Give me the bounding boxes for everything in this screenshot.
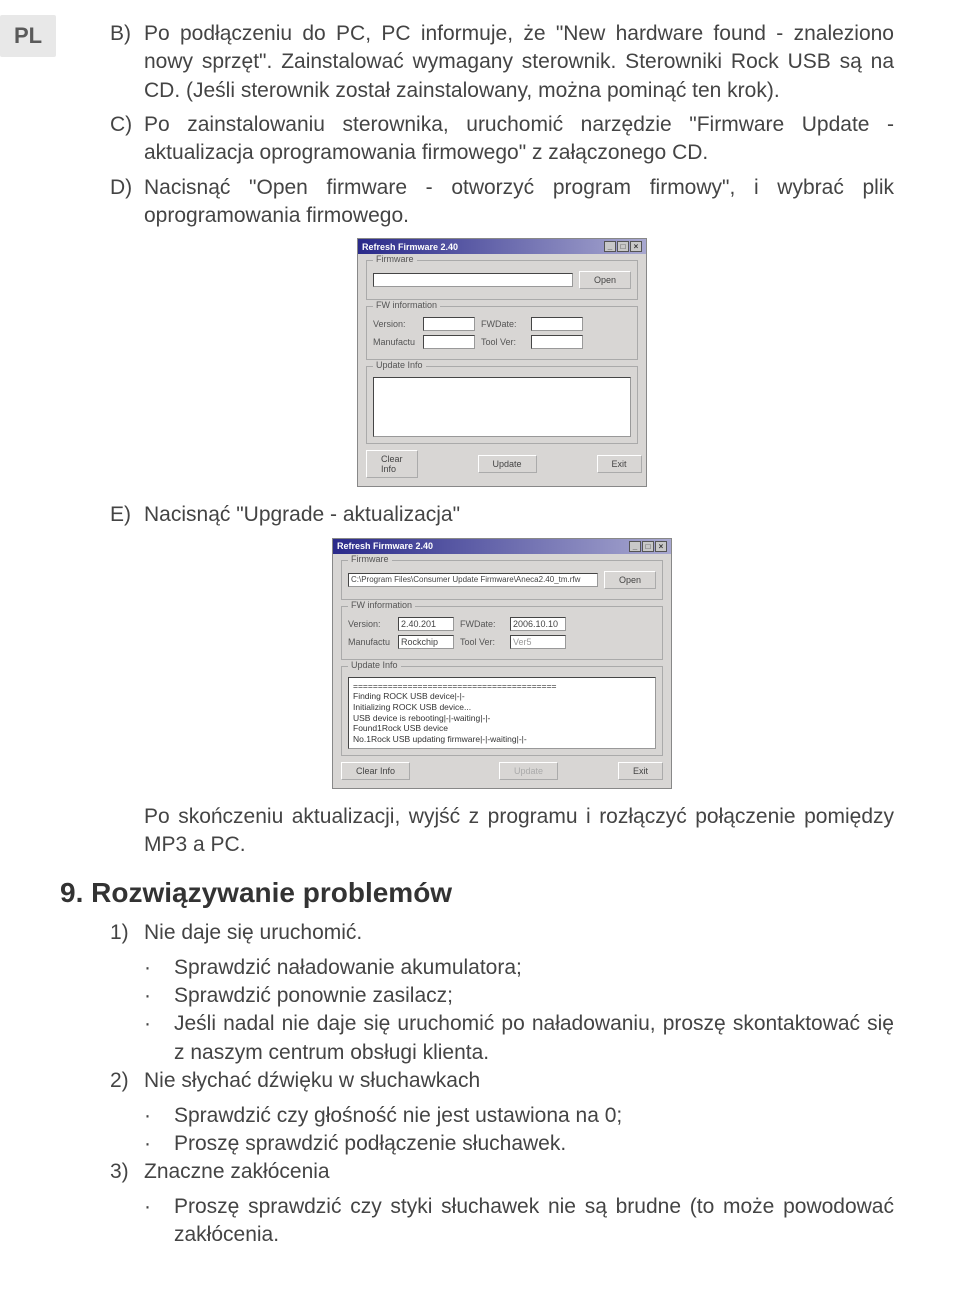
close-icon[interactable]: × bbox=[655, 541, 667, 552]
maximize-icon[interactable]: □ bbox=[617, 241, 629, 252]
update-log: ========================================… bbox=[348, 677, 656, 749]
version-input[interactable]: 2.40.201 bbox=[398, 617, 454, 631]
window-title: Refresh Firmware 2.40 bbox=[337, 541, 433, 551]
fwdate-input[interactable] bbox=[531, 317, 583, 331]
maximize-icon[interactable]: □ bbox=[642, 541, 654, 552]
firmware-path-input[interactable] bbox=[373, 273, 573, 287]
close-icon[interactable]: × bbox=[630, 241, 642, 252]
update-info-group: Update Info ============================… bbox=[341, 666, 663, 756]
troubleshoot-2: 2) Nie słychać dźwięku w słuchawkach bbox=[110, 1067, 894, 1095]
toolver-input[interactable]: Ver5 bbox=[510, 635, 566, 649]
firmware-group-label: Firmware bbox=[348, 554, 392, 564]
open-button[interactable]: Open bbox=[604, 571, 656, 589]
step-c-marker: C) bbox=[110, 111, 144, 168]
update-button[interactable]: Update bbox=[499, 762, 558, 780]
troubleshoot-1a: ·Sprawdzić naładowanie akumulatora; bbox=[144, 954, 894, 982]
bullet-icon: · bbox=[144, 1010, 174, 1067]
bullet-icon: · bbox=[144, 1193, 174, 1250]
step-d-marker: D) bbox=[110, 174, 144, 231]
troubleshoot-2b: ·Proszę sprawdzić podłączenie słuchawek. bbox=[144, 1130, 894, 1158]
troubleshoot-3a-text: Proszę sprawdzić czy styki słuchawek nie… bbox=[174, 1193, 894, 1250]
step-e-text: Nacisnąć "Upgrade - aktualizacja" bbox=[144, 501, 894, 529]
window-title: Refresh Firmware 2.40 bbox=[362, 242, 458, 252]
screenshot-1: Refresh Firmware 2.40 _ □ × Firmware Ope… bbox=[110, 238, 894, 487]
manufacturer-input[interactable]: Rockchip bbox=[398, 635, 454, 649]
troubleshoot-3: 3) Znaczne zakłócenia bbox=[110, 1158, 894, 1186]
bullet-icon: · bbox=[144, 1130, 174, 1158]
firmware-window-1: Refresh Firmware 2.40 _ □ × Firmware Ope… bbox=[357, 238, 647, 487]
update-log bbox=[373, 377, 631, 437]
bullet-icon: · bbox=[144, 954, 174, 982]
version-input[interactable] bbox=[423, 317, 475, 331]
fwinfo-group: FW information Version: 2.40.201 FWDate:… bbox=[341, 606, 663, 660]
section-9-heading: 9. Rozwiązywanie problemów bbox=[60, 877, 894, 909]
fwinfo-group-label: FW information bbox=[373, 300, 440, 310]
troubleshoot-1: 1) Nie daje się uruchomić. bbox=[110, 919, 894, 947]
firmware-window-2: Refresh Firmware 2.40 _ □ × Firmware C:\… bbox=[332, 538, 672, 789]
screenshot-2: Refresh Firmware 2.40 _ □ × Firmware C:\… bbox=[110, 538, 894, 789]
language-tab: PL bbox=[0, 15, 56, 57]
clear-info-button[interactable]: Clear Info bbox=[366, 450, 418, 478]
step-c-text: Po zainstalowaniu sterownika, uruchomić … bbox=[144, 111, 894, 168]
step-e: E) Nacisnąć "Upgrade - aktualizacja" bbox=[110, 501, 894, 529]
manufacturer-input[interactable] bbox=[423, 335, 475, 349]
troubleshoot-2-text: Nie słychać dźwięku w słuchawkach bbox=[144, 1067, 894, 1095]
bullet-icon: · bbox=[144, 982, 174, 1010]
window-controls: _ □ × bbox=[604, 241, 642, 252]
window-controls: _ □ × bbox=[629, 541, 667, 552]
exit-button[interactable]: Exit bbox=[618, 762, 663, 780]
update-info-group: Update Info bbox=[366, 366, 638, 444]
update-button[interactable]: Update bbox=[478, 455, 537, 473]
version-label: Version: bbox=[373, 319, 417, 329]
troubleshoot-2a-text: Sprawdzić czy głośność nie jest ustawion… bbox=[174, 1102, 894, 1130]
step-d-text: Nacisnąć "Open firmware - otworzyć progr… bbox=[144, 174, 894, 231]
after-update-text: Po skończeniu aktualizacji, wyjść z prog… bbox=[144, 803, 894, 860]
troubleshoot-1c: ·Jeśli nadal nie daje się uruchomić po n… bbox=[144, 1010, 894, 1067]
window-titlebar: Refresh Firmware 2.40 _ □ × bbox=[333, 539, 671, 554]
window-titlebar: Refresh Firmware 2.40 _ □ × bbox=[358, 239, 646, 254]
step-b: B) Po podłączeniu do PC, PC informuje, ż… bbox=[110, 20, 894, 105]
fwdate-label: FWDate: bbox=[460, 619, 504, 629]
troubleshoot-2b-text: Proszę sprawdzić podłączenie słuchawek. bbox=[174, 1130, 894, 1158]
fwdate-input[interactable]: 2006.10.10 bbox=[510, 617, 566, 631]
toolver-label: Tool Ver: bbox=[460, 637, 504, 647]
manufacturer-label: Manufactu bbox=[373, 337, 417, 347]
update-info-label: Update Info bbox=[373, 360, 426, 370]
toolver-label: Tool Ver: bbox=[481, 337, 525, 347]
troubleshoot-3-marker: 3) bbox=[110, 1158, 144, 1186]
firmware-group: Firmware C:\Program Files\Consumer Updat… bbox=[341, 560, 663, 600]
firmware-path-input[interactable]: C:\Program Files\Consumer Update Firmwar… bbox=[348, 573, 598, 587]
troubleshoot-2a: ·Sprawdzić czy głośność nie jest ustawio… bbox=[144, 1102, 894, 1130]
step-e-marker: E) bbox=[110, 501, 144, 529]
manufacturer-label: Manufactu bbox=[348, 637, 392, 647]
step-b-text: Po podłączeniu do PC, PC informuje, że "… bbox=[144, 20, 894, 105]
minimize-icon[interactable]: _ bbox=[604, 241, 616, 252]
troubleshoot-1b-text: Sprawdzić ponownie zasilacz; bbox=[174, 982, 894, 1010]
troubleshoot-2-marker: 2) bbox=[110, 1067, 144, 1095]
troubleshoot-3a: ·Proszę sprawdzić czy styki słuchawek ni… bbox=[144, 1193, 894, 1250]
clear-info-button[interactable]: Clear Info bbox=[341, 762, 410, 780]
step-d: D) Nacisnąć "Open firmware - otworzyć pr… bbox=[110, 174, 894, 231]
fwinfo-group: FW information Version: FWDate: Manufact… bbox=[366, 306, 638, 360]
step-c: C) Po zainstalowaniu sterownika, uruchom… bbox=[110, 111, 894, 168]
fwinfo-group-label: FW information bbox=[348, 600, 415, 610]
update-info-label: Update Info bbox=[348, 660, 401, 670]
fwdate-label: FWDate: bbox=[481, 319, 525, 329]
open-button[interactable]: Open bbox=[579, 271, 631, 289]
troubleshoot-1c-text: Jeśli nadal nie daje się uruchomić po na… bbox=[174, 1010, 894, 1067]
page-content: B) Po podłączeniu do PC, PC informuje, ż… bbox=[110, 20, 894, 1249]
troubleshoot-3-text: Znaczne zakłócenia bbox=[144, 1158, 894, 1186]
troubleshoot-1b: ·Sprawdzić ponownie zasilacz; bbox=[144, 982, 894, 1010]
step-b-marker: B) bbox=[110, 20, 144, 105]
firmware-group: Firmware Open bbox=[366, 260, 638, 300]
troubleshoot-1a-text: Sprawdzić naładowanie akumulatora; bbox=[174, 954, 894, 982]
troubleshoot-1-marker: 1) bbox=[110, 919, 144, 947]
firmware-group-label: Firmware bbox=[373, 254, 417, 264]
minimize-icon[interactable]: _ bbox=[629, 541, 641, 552]
version-label: Version: bbox=[348, 619, 392, 629]
toolver-input[interactable] bbox=[531, 335, 583, 349]
exit-button[interactable]: Exit bbox=[597, 455, 642, 473]
troubleshoot-1-text: Nie daje się uruchomić. bbox=[144, 919, 894, 947]
bullet-icon: · bbox=[144, 1102, 174, 1130]
